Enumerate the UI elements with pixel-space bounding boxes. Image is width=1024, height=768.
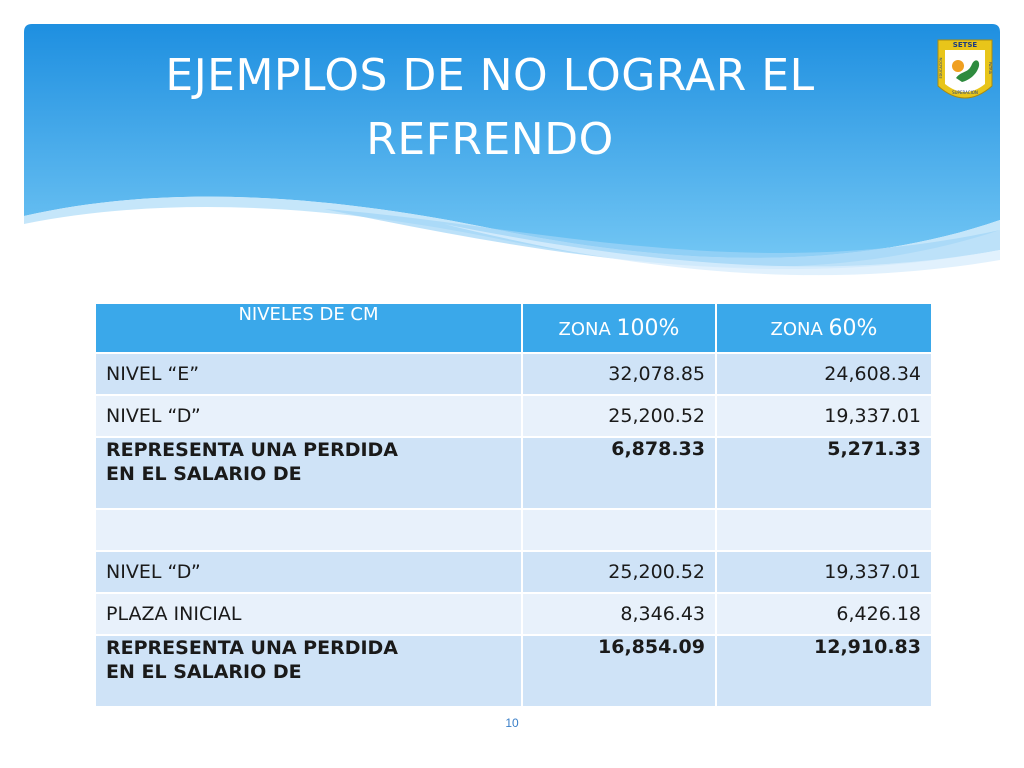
logo-bottom-text: SUPERACION <box>952 90 978 95</box>
table-row: NIVEL “D” 25,200.52 19,337.01 <box>94 394 933 438</box>
loss-row: REPRESENTA UNA PERDIDA EN EL SALARIO DE … <box>94 436 933 510</box>
logo-shield-inner <box>945 50 985 92</box>
value-zona-100: 25,200.52 <box>521 550 717 594</box>
loss-value-zona-60: 5,271.33 <box>715 436 933 510</box>
empty-row <box>94 508 933 552</box>
header-zona-60-word: ZONA <box>770 318 823 340</box>
table-row: NIVEL “E” 32,078.85 24,608.34 <box>94 352 933 396</box>
loss-label-line-2: EN EL SALARIO DE <box>106 661 302 683</box>
page-number: 10 <box>505 716 519 730</box>
header-zona-100-word: ZONA <box>558 318 611 340</box>
value-zona-60: 24,608.34 <box>715 352 933 396</box>
salary-table: NIVELES DE CM ZONA 100% ZONA 60% NIVEL “… <box>94 302 933 708</box>
loss-value-zona-100: 16,854.09 <box>521 634 717 708</box>
title-line-2: REFRENDO <box>366 114 614 165</box>
header-zona-60: ZONA 60% <box>715 302 933 354</box>
loss-label-line-1: REPRESENTA UNA PERDIDA <box>106 637 399 659</box>
header-zona-100-pct: 100% <box>616 315 680 341</box>
value-zona-60 <box>715 508 933 552</box>
loss-label-line-2: EN EL SALARIO DE <box>106 463 302 485</box>
loss-label-line-1: REPRESENTA UNA PERDIDA <box>106 439 399 461</box>
header-niveles: NIVELES DE CM <box>94 302 523 354</box>
banner-wave-2 <box>324 209 1000 270</box>
row-label: NIVEL “E” <box>94 352 523 396</box>
title-banner <box>24 24 1000 276</box>
loss-label: REPRESENTA UNA PERDIDA EN EL SALARIO DE <box>94 634 523 708</box>
row-label <box>94 508 523 552</box>
table-row: NIVEL “D” 25,200.52 19,337.01 <box>94 550 933 594</box>
banner-background <box>24 24 1000 258</box>
loss-label: REPRESENTA UNA PERDIDA EN EL SALARIO DE <box>94 436 523 510</box>
logo-map <box>956 60 980 82</box>
slide-title: EJEMPLOS DE NO LOGRAR EL REFRENDO <box>120 44 860 172</box>
loss-value-zona-100: 6,878.33 <box>521 436 717 510</box>
value-zona-100: 25,200.52 <box>521 394 717 438</box>
logo-right-text: PATRIA <box>988 62 992 75</box>
header-zona-100: ZONA 100% <box>521 302 717 354</box>
table-row: PLAZA INICIAL 8,346.43 6,426.18 <box>94 592 933 636</box>
row-label: PLAZA INICIAL <box>94 592 523 636</box>
setse-logo: SETSE SUPERACION EDUCACION PATRIA <box>937 39 993 99</box>
row-label: NIVEL “D” <box>94 550 523 594</box>
value-zona-60: 19,337.01 <box>715 550 933 594</box>
loss-row: REPRESENTA UNA PERDIDA EN EL SALARIO DE … <box>94 634 933 708</box>
header-zona-60-pct: 60% <box>828 315 878 341</box>
title-line-1: EJEMPLOS DE NO LOGRAR EL <box>165 50 815 101</box>
value-zona-100: 32,078.85 <box>521 352 717 396</box>
logo-sun <box>952 60 964 72</box>
banner-wave-3 <box>444 224 1000 276</box>
value-zona-60: 19,337.01 <box>715 394 933 438</box>
value-zona-100: 8,346.43 <box>521 592 717 636</box>
value-zona-60: 6,426.18 <box>715 592 933 636</box>
banner-wave-1 <box>24 196 1000 267</box>
row-label: NIVEL “D” <box>94 394 523 438</box>
value-zona-100 <box>521 508 717 552</box>
logo-left-text: EDUCACION <box>939 57 943 78</box>
loss-value-zona-60: 12,910.83 <box>715 634 933 708</box>
table-header-row: NIVELES DE CM ZONA 100% ZONA 60% <box>94 302 933 354</box>
logo-top-text: SETSE <box>953 41 978 49</box>
